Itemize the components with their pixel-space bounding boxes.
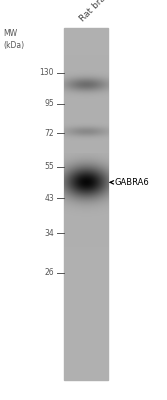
Text: GABRA6: GABRA6 [115, 178, 149, 187]
Text: 72: 72 [44, 129, 54, 138]
Text: 95: 95 [44, 100, 54, 108]
Text: Rat brain: Rat brain [78, 0, 114, 24]
Text: 34: 34 [44, 229, 54, 238]
Text: 55: 55 [44, 162, 54, 171]
Bar [64, 28, 108, 380]
Text: MW
(kDa): MW (kDa) [3, 30, 24, 50]
Text: 26: 26 [44, 268, 54, 277]
Text: 43: 43 [44, 194, 54, 202]
Text: 130: 130 [40, 68, 54, 77]
